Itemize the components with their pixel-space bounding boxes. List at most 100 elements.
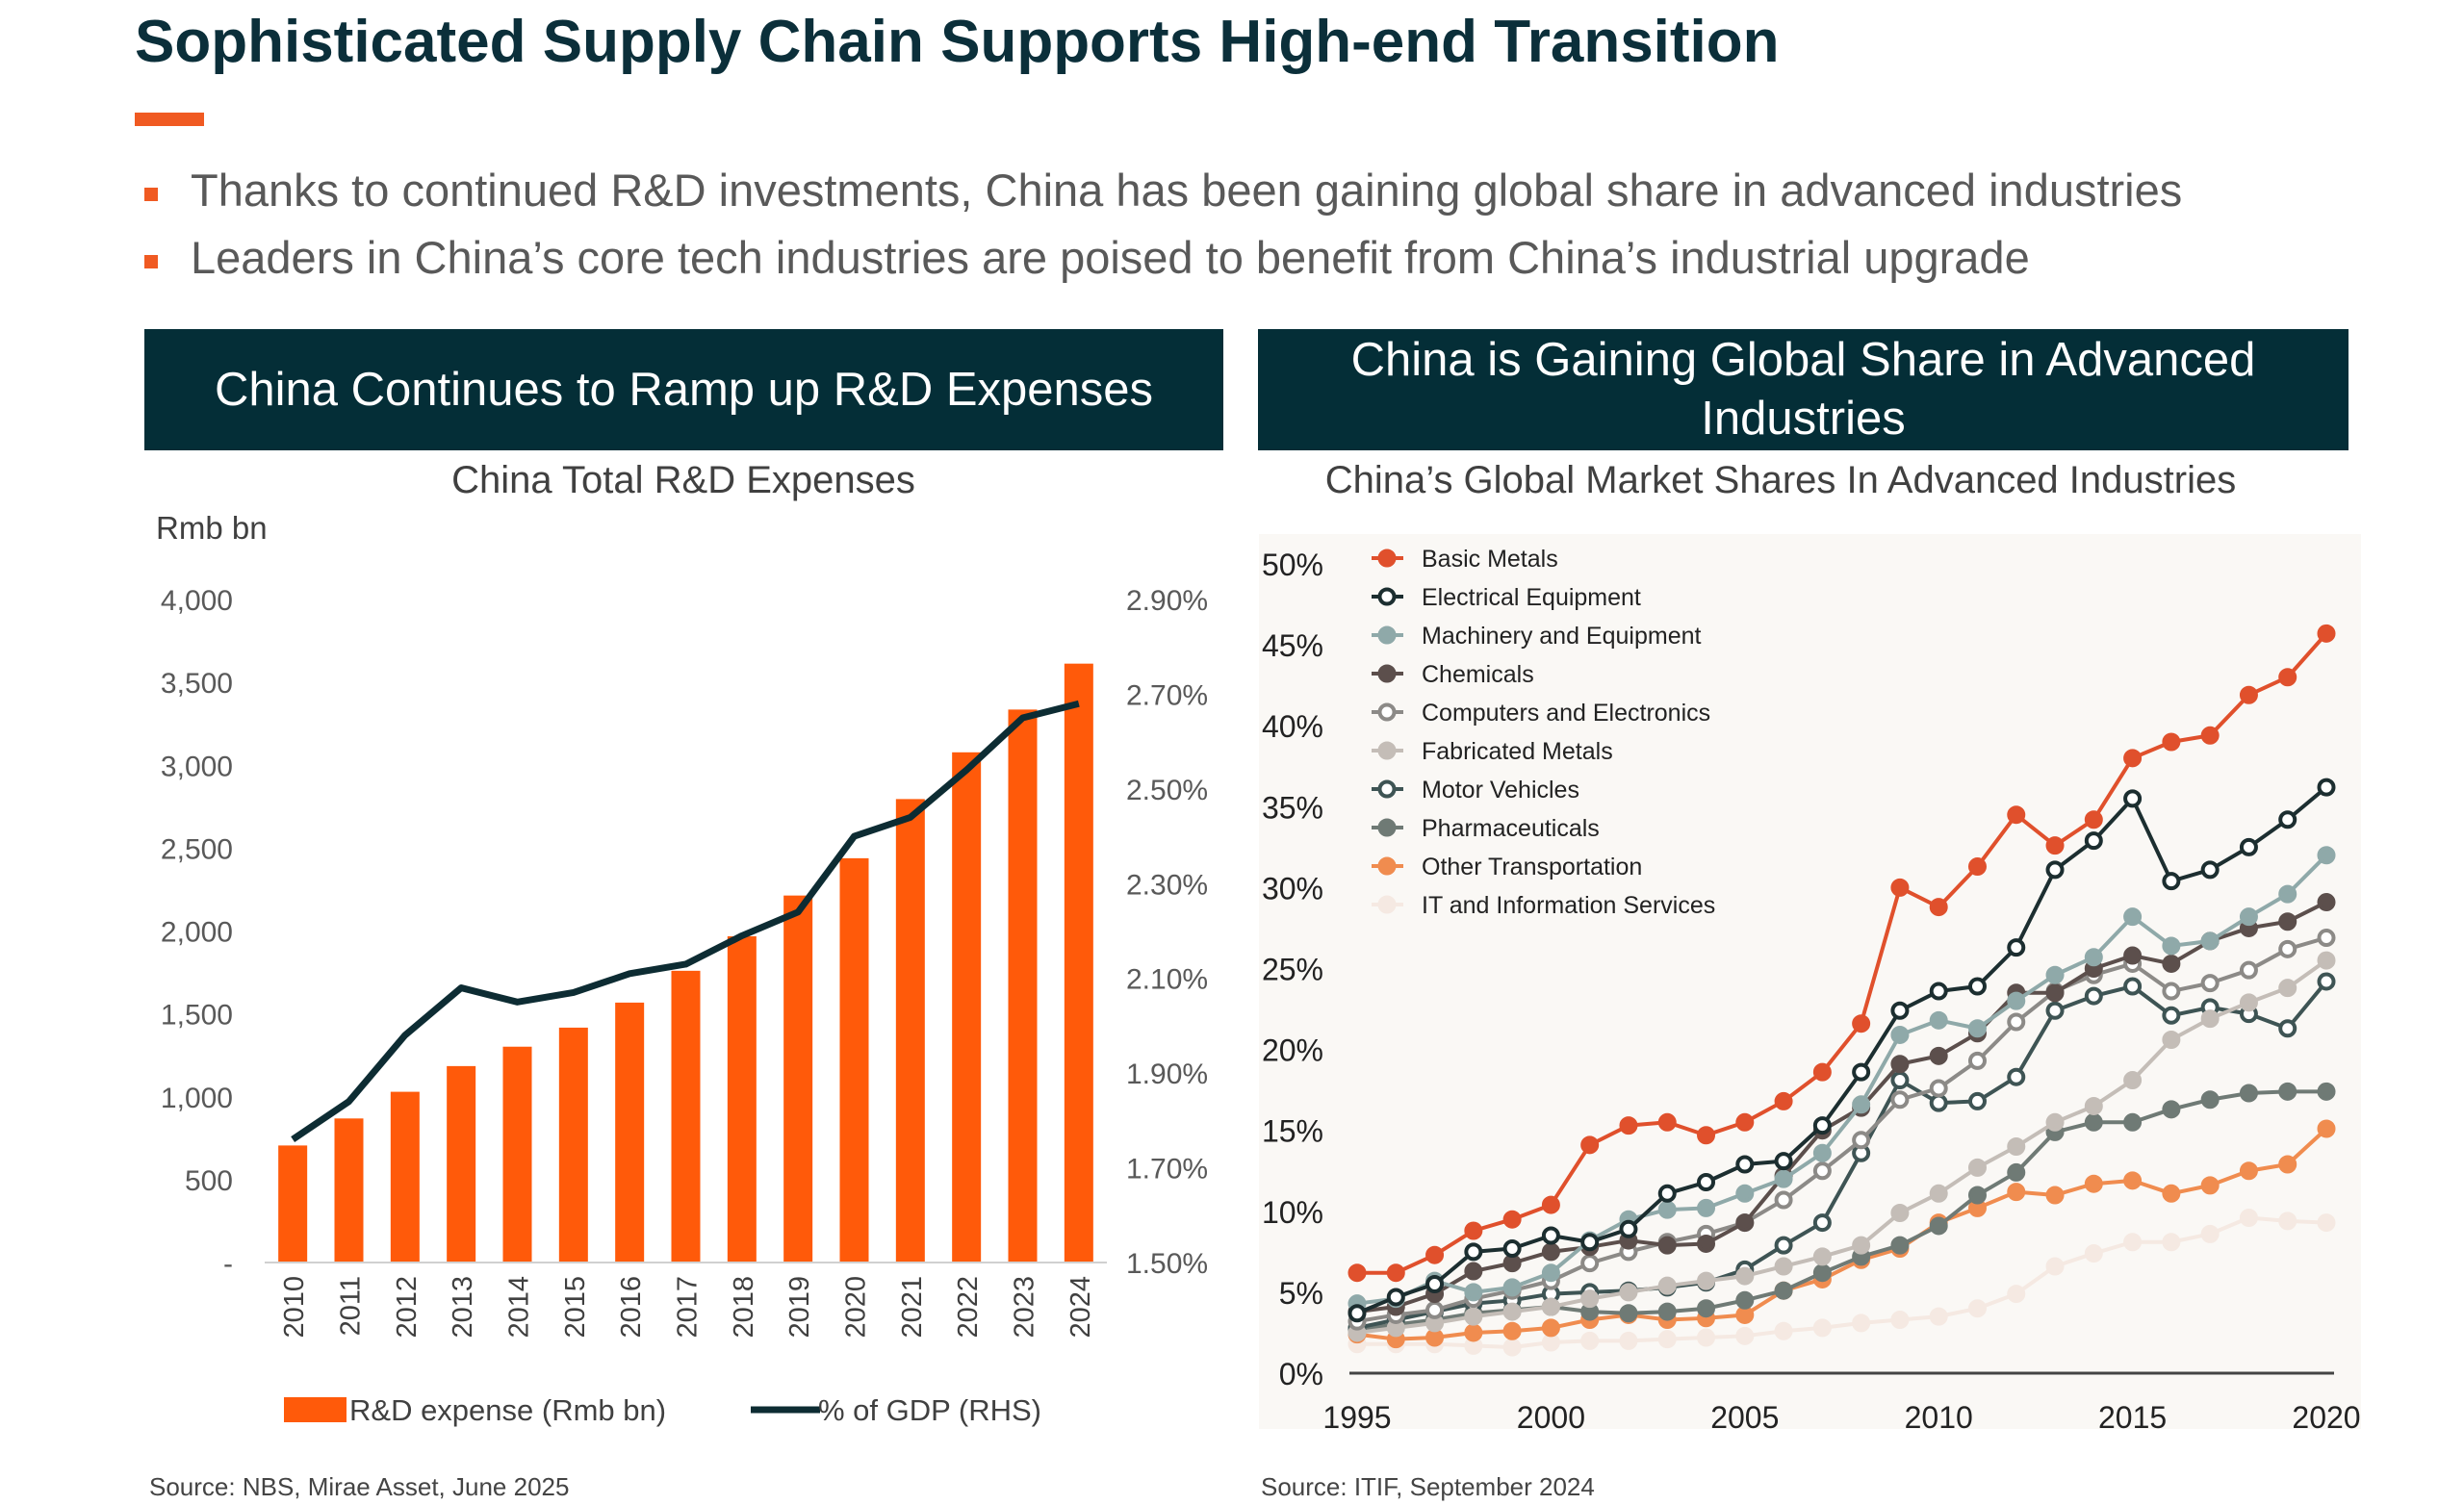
data-point: [2200, 860, 2220, 880]
data-point: [2084, 986, 2103, 1006]
data-point: [2045, 965, 2065, 984]
data-point: [1967, 1051, 1987, 1070]
data-point: [1774, 1281, 1793, 1300]
legend-label: Motor Vehicles: [1422, 777, 1579, 804]
data-point: [1541, 1195, 1560, 1214]
data-point: [1929, 1010, 1948, 1030]
data-point: [2278, 1212, 2297, 1231]
x-tick-label: 2012: [392, 1276, 423, 1339]
legend-label: Electrical Equipment: [1422, 584, 1641, 611]
data-point: [1774, 1091, 1793, 1110]
data-point: [1657, 1276, 1677, 1295]
x-tick-label: 2022: [953, 1276, 984, 1339]
y2-tick-label: 1.90%: [1126, 1059, 1208, 1090]
data-point: [1812, 1143, 1832, 1162]
data-point: [2045, 1257, 2065, 1276]
y-tick-label: 40%: [1262, 709, 1323, 744]
data-point: [1967, 857, 1987, 877]
legend-label: Fabricated Metals: [1422, 738, 1613, 765]
data-point: [1890, 1071, 1910, 1090]
y-tick-label: 500: [185, 1165, 233, 1197]
data-point: [1580, 1135, 1600, 1155]
data-point: [2162, 1100, 2181, 1119]
data-point: [1774, 1152, 1793, 1171]
legend-label: IT and Information Services: [1422, 892, 1715, 919]
data-point: [2123, 1233, 2143, 1252]
data-point: [1657, 1330, 1677, 1349]
data-point: [1464, 1283, 1483, 1302]
data-point: [1852, 1131, 1871, 1150]
data-point: [2123, 1112, 2143, 1132]
data-point: [2317, 846, 2336, 865]
data-point: [1812, 1263, 1832, 1283]
data-point: [2200, 974, 2220, 993]
data-point: [1541, 1226, 1560, 1245]
data-point: [1541, 1333, 1560, 1352]
data-point: [1929, 1093, 1948, 1112]
legend-label: Basic Metals: [1422, 546, 1558, 573]
data-point: [2317, 893, 2336, 912]
data-point: [2162, 872, 2181, 891]
data-point: [1697, 1299, 1716, 1318]
data-point: [1619, 1219, 1638, 1238]
data-point: [2007, 938, 2026, 957]
bar: [334, 1118, 364, 1263]
legend-swatch-marker: [1377, 587, 1397, 606]
data-point: [2084, 948, 2103, 967]
y-tick-label: 4,000: [161, 585, 233, 617]
x-tick-label: 2020: [2292, 1400, 2360, 1434]
data-point: [1929, 1216, 1948, 1236]
data-point: [1774, 1190, 1793, 1210]
data-point: [2239, 1084, 2258, 1103]
data-point: [1464, 1221, 1483, 1240]
bullet-list: Thanks to continued R&D investments, Chi…: [144, 164, 2182, 298]
data-point: [2123, 749, 2143, 768]
y-tick-label: 20%: [1262, 1033, 1323, 1068]
bullet-text: Leaders in China’s core tech industries …: [191, 232, 2030, 283]
data-point: [2278, 939, 2297, 958]
legend-swatch-marker: [1377, 625, 1397, 645]
data-point: [1852, 1095, 1871, 1114]
bar: [1064, 663, 1093, 1263]
y-tick-label: 5%: [1279, 1276, 1323, 1311]
data-point: [1425, 1300, 1445, 1319]
data-point: [2200, 1224, 2220, 1243]
data-point: [2200, 726, 2220, 745]
legend-swatch-marker: [1377, 702, 1397, 722]
data-point: [1774, 1257, 1793, 1276]
market-share-chart: China’s Global Market Shares In Advanced…: [1259, 462, 2361, 1434]
data-point: [1967, 1186, 1987, 1205]
x-tick-label: 2016: [616, 1276, 647, 1339]
data-point: [1619, 1283, 1638, 1302]
data-point: [2278, 1155, 2297, 1174]
data-point: [1657, 1184, 1677, 1203]
data-point: [1464, 1307, 1483, 1326]
data-point: [1619, 1331, 1638, 1350]
data-point: [1580, 1331, 1600, 1350]
data-point: [1967, 1299, 1987, 1318]
data-point: [1812, 1161, 1832, 1181]
y2-tick-label: 2.90%: [1126, 585, 1208, 617]
data-point: [2045, 1001, 2065, 1020]
data-point: [2162, 1031, 2181, 1050]
x-tick-label: 2010: [279, 1276, 310, 1339]
data-point: [1580, 1254, 1600, 1273]
y2-tick-label: 2.70%: [1126, 679, 1208, 711]
data-point: [1386, 1263, 1405, 1283]
bullet-square-icon: [144, 255, 158, 268]
y2-tick-label: 2.50%: [1126, 775, 1208, 806]
data-point: [1967, 977, 1987, 996]
y-tick-label: 2,000: [161, 917, 233, 949]
data-point: [1657, 1200, 1677, 1219]
data-point: [2162, 982, 2181, 1001]
data-point: [2123, 907, 2143, 927]
page-title: Sophisticated Supply Chain Supports High…: [135, 9, 1780, 75]
data-point: [1697, 1173, 1716, 1192]
data-point: [2278, 810, 2297, 829]
y-tick-label: 50%: [1262, 548, 1323, 582]
data-point: [1890, 1310, 1910, 1329]
bar: [1008, 709, 1038, 1263]
data-point: [1812, 1116, 1832, 1135]
data-point: [1929, 1079, 1948, 1098]
data-point: [1657, 1112, 1677, 1132]
